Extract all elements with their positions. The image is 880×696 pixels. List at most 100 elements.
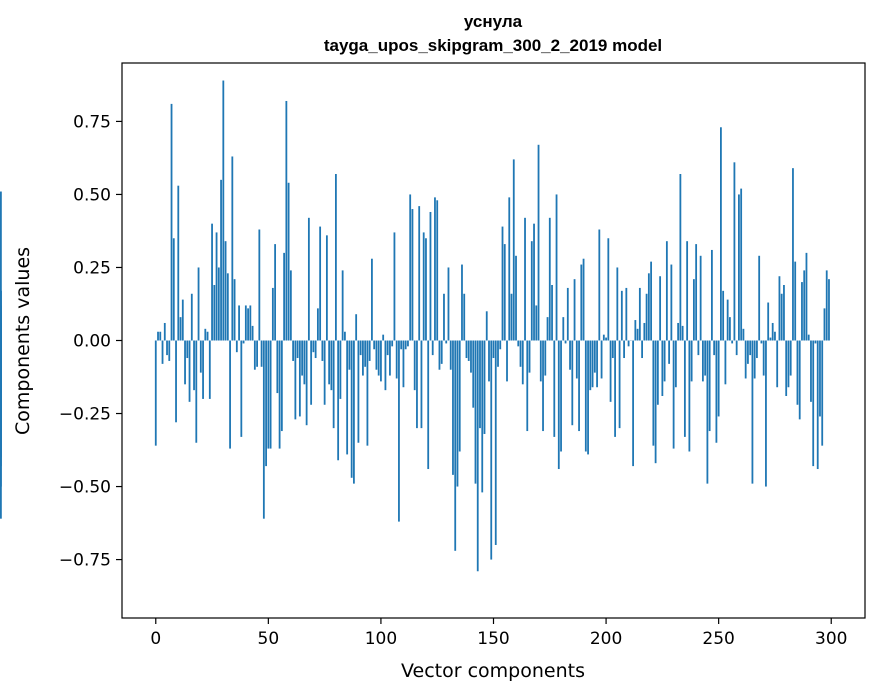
bar-253 (724, 340, 727, 385)
bar-273 (769, 337, 772, 341)
bar-291 (810, 340, 812, 402)
bar-93 (364, 340, 367, 367)
bar-24 (208, 340, 211, 399)
bar-100 (380, 340, 382, 382)
bar-259 (738, 194, 740, 341)
x-tick-label: 250 (702, 629, 734, 649)
bar-170 (537, 144, 540, 341)
bar-208 (623, 340, 625, 359)
bar-140 (470, 340, 472, 373)
bar-105 (391, 340, 394, 347)
bar-205 (616, 267, 619, 341)
bar-89 (355, 314, 358, 341)
bar-47 (260, 340, 263, 367)
bar-26 (213, 285, 216, 341)
bar-102 (384, 340, 387, 391)
bar-248 (713, 340, 716, 356)
bar-222 (654, 340, 657, 464)
bar-31 (224, 241, 227, 341)
bar-84 (343, 331, 346, 341)
bar-284 (794, 261, 797, 341)
bar-65 (301, 340, 304, 376)
bar-225 (661, 340, 664, 396)
bar-63 (296, 340, 299, 359)
bar-176 (551, 285, 553, 341)
bar-298 (825, 270, 828, 341)
bar-289 (805, 252, 808, 341)
bar-164 (524, 217, 526, 341)
bar-266 (753, 340, 756, 379)
bar-91 (359, 340, 362, 356)
bar-207 (620, 290, 623, 341)
bar-58 (285, 100, 288, 341)
bar-97 (373, 340, 376, 350)
bar-237 (688, 340, 691, 452)
x-axis-ticks: 0 50 100 150 200 250 300 (150, 618, 847, 649)
bar-28 (217, 267, 220, 341)
x-tick-label: 300 (815, 629, 847, 649)
bar-69 (310, 340, 313, 405)
y-axis-label: Components values (12, 247, 34, 435)
bar-148 (488, 340, 490, 382)
bar-118 (420, 340, 423, 429)
bar-286 (798, 340, 801, 420)
bar-209 (625, 287, 628, 341)
bar-181 (562, 317, 565, 341)
bar-79 (332, 340, 335, 429)
bar-13 (184, 340, 186, 385)
bar-190 (582, 258, 585, 341)
bar-233 (679, 174, 682, 341)
bar-224 (659, 276, 662, 341)
bar-32 (226, 273, 229, 341)
bar-174 (546, 317, 549, 341)
bar-175 (548, 217, 551, 341)
bar-280 (785, 340, 788, 396)
x-tick-label: 50 (258, 629, 280, 649)
bar-144 (479, 340, 481, 429)
bar-104 (389, 340, 391, 376)
bar-216 (641, 340, 644, 359)
bar-241 (697, 340, 700, 356)
x-tick-label: 150 (477, 629, 509, 649)
bar-43 (251, 325, 254, 341)
bar-262 (744, 340, 747, 379)
bar-191 (584, 340, 587, 452)
bar-134 (456, 340, 459, 487)
bar-111 (404, 340, 407, 350)
bar-80 (334, 174, 337, 341)
bar-292 (812, 340, 815, 467)
bar-245 (706, 340, 709, 484)
bar-275 (774, 331, 776, 341)
bar-121 (427, 340, 430, 470)
bar-257 (733, 162, 736, 341)
bar-undefined (0, 191, 2, 341)
bar-178 (555, 194, 558, 341)
bar-282 (789, 340, 792, 376)
bar-194 (591, 340, 594, 388)
bar-131 (449, 340, 452, 370)
bar-135 (458, 340, 461, 452)
bar-136 (461, 264, 463, 341)
bar-147 (485, 311, 488, 341)
bar-45 (256, 340, 258, 367)
bar-107 (395, 340, 398, 379)
bar-269 (760, 340, 763, 344)
bar-196 (596, 340, 598, 388)
bar-133 (454, 340, 457, 551)
bar-161 (517, 340, 520, 347)
bar-3 (161, 340, 164, 364)
bar-30 (222, 80, 225, 341)
bar-120 (425, 238, 427, 341)
bar-238 (690, 340, 693, 382)
bar-94 (366, 340, 369, 446)
bar-72 (316, 308, 319, 341)
y-tick-label: 0.25 (73, 258, 111, 278)
bar-103 (386, 340, 389, 356)
bar-70 (312, 340, 315, 353)
bar-19 (197, 267, 200, 341)
bar-87 (350, 340, 353, 478)
bar-171 (539, 340, 542, 382)
bar-188 (578, 340, 580, 432)
bar-290 (807, 334, 810, 341)
bar-198 (600, 340, 603, 379)
